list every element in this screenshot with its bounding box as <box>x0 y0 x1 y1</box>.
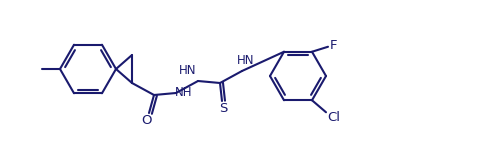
Text: S: S <box>219 103 227 115</box>
Text: O: O <box>142 114 152 128</box>
Text: F: F <box>330 39 338 52</box>
Text: Cl: Cl <box>327 111 341 124</box>
Text: HN: HN <box>237 55 255 67</box>
Text: HN: HN <box>179 65 197 77</box>
Text: NH: NH <box>175 86 193 98</box>
